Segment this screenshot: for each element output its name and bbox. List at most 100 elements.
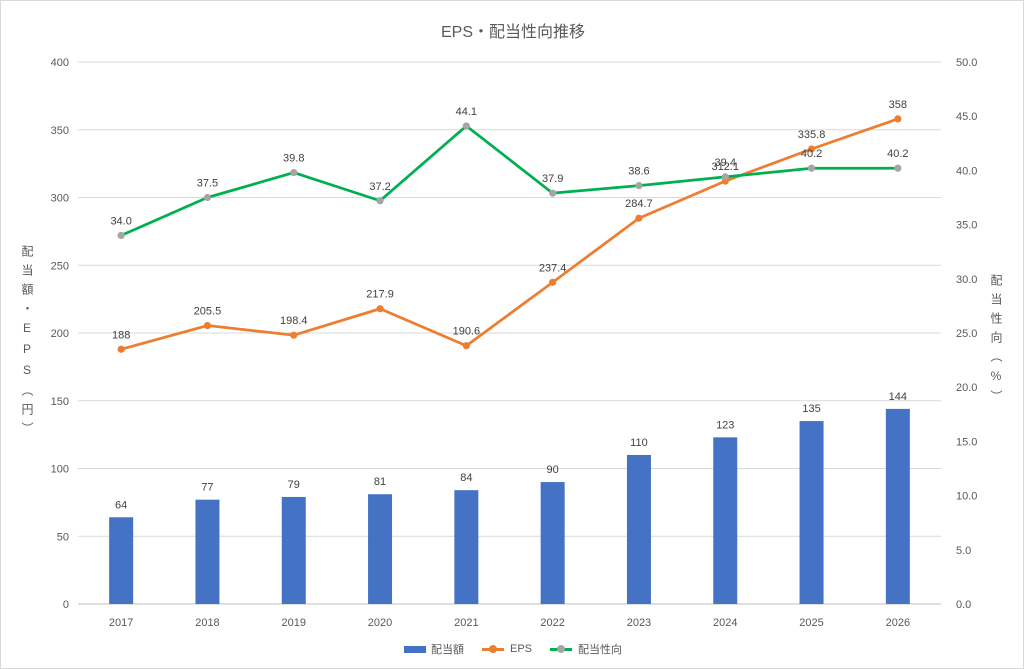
payout-ratio-point-2024 — [721, 173, 729, 181]
x-tick-label: 2024 — [713, 617, 737, 629]
bar-data-label: 64 — [115, 499, 127, 511]
gridlines — [78, 61, 941, 537]
legend-item-payout-ratio: 配当性向 — [550, 641, 622, 657]
bar-2019 — [281, 496, 306, 604]
payout-ratio-data-label: 37.5 — [197, 178, 218, 190]
bar-2023 — [626, 454, 651, 604]
payout-ratio-point-2025 — [807, 164, 816, 172]
y-right-tick-label: 20.0 — [956, 382, 977, 394]
payout-ratio-data-label: 34.0 — [110, 215, 131, 227]
x-tick-label: 2026 — [886, 617, 910, 629]
payout-ratio-data-label: 39.4 — [715, 157, 736, 169]
x-tick-label: 2023 — [627, 617, 651, 629]
y-left-tick-label: 300 — [51, 193, 69, 205]
legend-item-dividend: 配当額 — [403, 641, 464, 657]
eps-data-label: 190.6 — [453, 326, 481, 338]
payout-ratio-point-2018 — [203, 193, 212, 202]
bar-data-label: 81 — [374, 476, 386, 488]
bar-2020 — [368, 494, 393, 604]
y-left-tick-label: 350 — [51, 125, 69, 137]
y-left-tick-label: 100 — [51, 464, 69, 476]
bar-2025 — [799, 421, 824, 604]
legend-label: 配当額 — [430, 644, 464, 656]
bar-data-label: 90 — [547, 464, 559, 476]
eps-data-label: 188 — [112, 329, 130, 341]
legend: 配当額 EPS 配当性向 — [1, 641, 1023, 657]
eps-point-2019 — [290, 331, 298, 339]
y-right-axis-title: 配当性向（%） — [989, 274, 1003, 409]
y-left-tick-label: 0 — [63, 599, 69, 611]
eps-data-label: 335.8 — [798, 129, 826, 141]
y-right-tick-label: 0.0 — [956, 599, 971, 611]
bar-data-label: 77 — [201, 482, 213, 494]
bar-series — [109, 408, 910, 604]
payout-ratio-point-2021 — [462, 122, 470, 130]
bar-2017 — [109, 517, 134, 604]
bar-2021 — [454, 490, 479, 604]
bar-2026 — [885, 408, 910, 604]
y-right-tick-label: 25.0 — [956, 328, 977, 340]
x-tick-label: 2017 — [109, 617, 133, 629]
y-left-tick-label: 50 — [57, 531, 69, 543]
y-right-tick-label: 35.0 — [956, 220, 977, 232]
bar-data-label: 79 — [288, 479, 300, 491]
payout-ratio-point-2020 — [376, 197, 384, 205]
payout-ratio-data-label: 37.9 — [542, 173, 563, 185]
data-labels: 64 77 79 81 84 90 110 123 135 144 188 205.5 198.4 217… — [110, 99, 908, 511]
payout-ratio-data-label: 40.2 — [801, 148, 822, 160]
x-tick-label: 2019 — [282, 617, 306, 629]
x-tick-label: 2022 — [540, 617, 564, 629]
payout-ratio-data-label: 39.8 — [283, 153, 304, 165]
payout-ratio-point-2019 — [290, 168, 298, 177]
payout-ratio-data-label: 40.2 — [887, 148, 908, 160]
y-left-tick-label: 200 — [51, 328, 69, 340]
axes: 0 50 100 150 200 250 300 350 400 0.0 5.0 10.0 15.0 20… — [51, 57, 978, 629]
y-left-tick-label: 150 — [51, 396, 69, 408]
legend-label: 配当性向 — [578, 644, 622, 656]
eps-point-2023 — [635, 214, 643, 222]
bar-2022 — [540, 482, 565, 604]
y-right-tick-label: 10.0 — [956, 491, 977, 503]
x-tick-label: 2025 — [799, 617, 823, 629]
line-series — [119, 117, 900, 351]
eps-data-label: 205.5 — [194, 306, 222, 318]
payout-ratio-point-2022 — [549, 189, 557, 197]
y-right-tick-label: 30.0 — [956, 274, 977, 286]
eps-data-label: 284.7 — [625, 198, 653, 210]
eps-point-2018 — [203, 321, 212, 330]
x-tick-label: 2018 — [195, 617, 219, 629]
bar-data-label: 135 — [802, 403, 820, 415]
bar-data-label: 110 — [630, 437, 648, 449]
eps-point-2017 — [117, 345, 125, 353]
legend-marker — [557, 645, 565, 653]
line-markers — [117, 115, 902, 353]
payout-ratio-data-label: 37.2 — [369, 181, 390, 193]
legend-line-swatch — [550, 645, 572, 653]
legend-line-swatch — [481, 645, 504, 653]
eps-line — [119, 117, 900, 351]
eps-point-2020 — [376, 305, 384, 313]
y-right-tick-label: 45.0 — [956, 111, 977, 123]
eps-point-2026 — [894, 115, 902, 123]
bar-2018 — [195, 499, 220, 604]
bar-data-label: 84 — [460, 472, 472, 484]
y-right-tick-label: 15.0 — [956, 436, 977, 448]
x-tick-label: 2021 — [454, 617, 478, 629]
bar-2024 — [713, 437, 738, 604]
payout-ratio-point-2017 — [117, 231, 125, 240]
eps-data-label: 358 — [889, 99, 907, 111]
legend-item-eps: EPS — [481, 643, 532, 655]
y-right-tick-label: 5.0 — [956, 545, 971, 557]
eps-data-label: 198.4 — [280, 315, 308, 327]
payout-ratio-point-2026 — [894, 164, 902, 172]
y-left-tick-label: 400 — [51, 57, 69, 69]
chart-title: EPS・配当性向推移 — [440, 24, 586, 41]
payout-ratio-line — [119, 124, 900, 237]
legend-bar-swatch — [403, 645, 426, 653]
bar-data-label: 144 — [889, 391, 907, 403]
payout-ratio-data-label: 44.1 — [456, 106, 477, 118]
y-left-axis-title: 配当額・EPS（円） — [20, 245, 34, 441]
y-right-tick-label: 50.0 — [956, 57, 977, 69]
y-right-tick-label: 40.0 — [956, 165, 977, 177]
